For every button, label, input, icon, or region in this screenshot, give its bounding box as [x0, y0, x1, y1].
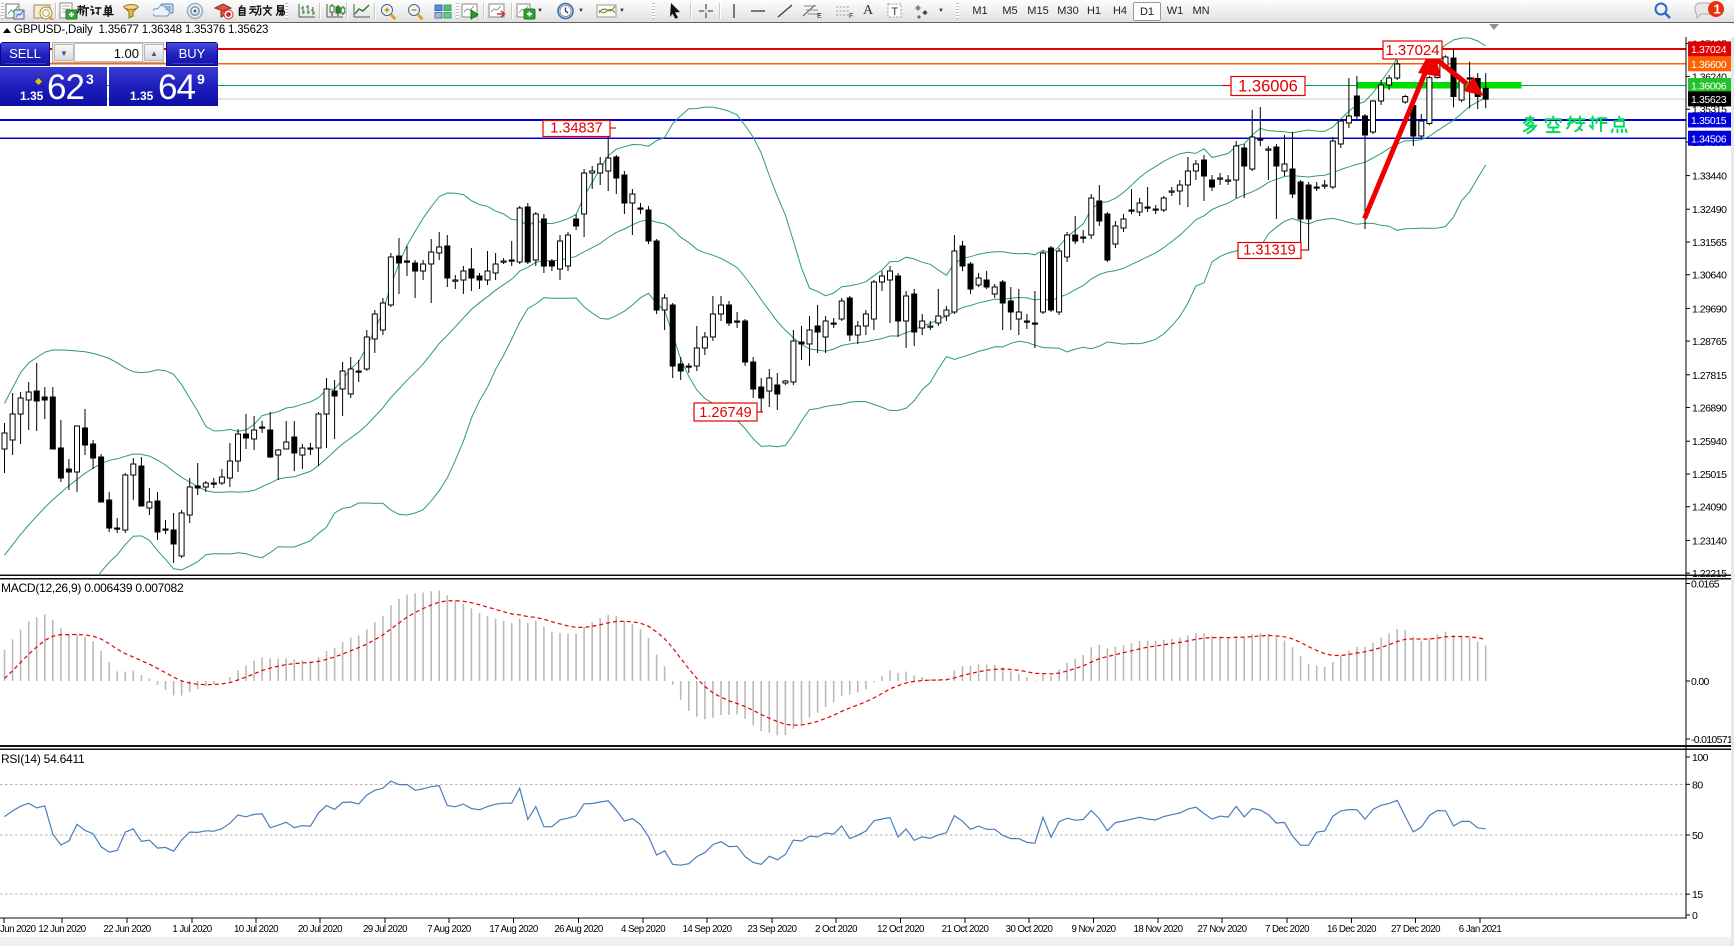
svg-text:1 Jul 2020: 1 Jul 2020 — [172, 924, 212, 935]
svg-text:1.23140: 1.23140 — [1692, 535, 1727, 547]
svg-text:Jun 2020: Jun 2020 — [0, 924, 37, 935]
svg-text:-0.010571: -0.010571 — [1691, 734, 1733, 746]
svg-text:E: E — [817, 13, 822, 20]
svg-text:1.28765: 1.28765 — [1692, 336, 1727, 348]
svg-text:7 Dec 2020: 7 Dec 2020 — [1265, 924, 1310, 935]
svg-text:1: 1 — [1714, 2, 1721, 17]
svg-text:0.0165: 0.0165 — [1691, 579, 1720, 591]
svg-text:30 Oct 2020: 30 Oct 2020 — [1006, 924, 1054, 935]
svg-text:1.22215: 1.22215 — [1692, 568, 1727, 580]
svg-text:23 Sep 2020: 23 Sep 2020 — [748, 924, 798, 935]
svg-text:1.35015: 1.35015 — [1691, 115, 1727, 127]
svg-text:1.26749: 1.26749 — [699, 405, 751, 421]
svg-text:12 Jun 2020: 12 Jun 2020 — [38, 924, 86, 935]
svg-text:27 Dec 2020: 27 Dec 2020 — [1391, 924, 1441, 935]
svg-text:1.24090: 1.24090 — [1692, 502, 1727, 514]
svg-text:6 Jan 2021: 6 Jan 2021 — [1459, 924, 1502, 935]
svg-text:1.34837: 1.34837 — [550, 121, 602, 137]
svg-text:1.29690: 1.29690 — [1692, 303, 1727, 315]
svg-text:15: 15 — [1692, 889, 1703, 901]
svg-text:18 Nov 2020: 18 Nov 2020 — [1134, 924, 1184, 935]
svg-text:1.25015: 1.25015 — [1692, 469, 1727, 481]
svg-text:0.00: 0.00 — [1691, 676, 1709, 688]
svg-text:17 Aug 2020: 17 Aug 2020 — [489, 924, 539, 935]
svg-text:1.37024: 1.37024 — [1385, 42, 1439, 59]
svg-text:29 Jul 2020: 29 Jul 2020 — [363, 924, 408, 935]
svg-text:1.31319: 1.31319 — [1243, 243, 1295, 259]
svg-text:9 Nov 2020: 9 Nov 2020 — [1071, 924, 1116, 935]
svg-text:50: 50 — [1692, 830, 1703, 842]
svg-text:10 Jul 2020: 10 Jul 2020 — [234, 924, 279, 935]
svg-text:1.34506: 1.34506 — [1691, 133, 1727, 145]
svg-text:1.25940: 1.25940 — [1692, 436, 1727, 448]
svg-text:7 Aug 2020: 7 Aug 2020 — [427, 924, 472, 935]
svg-text:T: T — [891, 6, 898, 18]
svg-text:1.27815: 1.27815 — [1692, 370, 1727, 382]
svg-text:1.33440: 1.33440 — [1692, 171, 1727, 183]
svg-text:1.32490: 1.32490 — [1692, 204, 1727, 216]
svg-text:1.37024: 1.37024 — [1691, 44, 1727, 56]
svg-text:100: 100 — [1692, 752, 1709, 764]
svg-text:80: 80 — [1692, 779, 1703, 791]
svg-text:4 Sep 2020: 4 Sep 2020 — [621, 924, 666, 935]
svg-text:0: 0 — [1692, 910, 1698, 922]
svg-text:20 Jul 2020: 20 Jul 2020 — [298, 924, 343, 935]
svg-text:12 Oct 2020: 12 Oct 2020 — [877, 924, 925, 935]
svg-text:14 Sep 2020: 14 Sep 2020 — [683, 924, 733, 935]
svg-text:1.36006: 1.36006 — [1691, 81, 1727, 93]
svg-text:2 Oct 2020: 2 Oct 2020 — [815, 924, 858, 935]
svg-text:1.36006: 1.36006 — [1238, 78, 1298, 96]
svg-text:22 Jun 2020: 22 Jun 2020 — [103, 924, 151, 935]
svg-text:1.30640: 1.30640 — [1692, 270, 1727, 282]
svg-text:1.35623: 1.35623 — [1691, 94, 1727, 106]
svg-text:MACD(12,26,9) 0.006439 0.00708: MACD(12,26,9) 0.006439 0.007082 — [1, 581, 184, 595]
svg-text:1.26890: 1.26890 — [1692, 403, 1727, 415]
svg-text:1.31565: 1.31565 — [1692, 237, 1727, 249]
svg-text:16 Dec 2020: 16 Dec 2020 — [1327, 924, 1377, 935]
svg-text:1.36600: 1.36600 — [1691, 59, 1727, 71]
svg-text:RSI(14) 54.6411: RSI(14) 54.6411 — [1, 752, 85, 766]
svg-text:21 Oct 2020: 21 Oct 2020 — [942, 924, 990, 935]
svg-text:F: F — [849, 13, 853, 20]
svg-text:26 Aug 2020: 26 Aug 2020 — [554, 924, 604, 935]
svg-text:27 Nov 2020: 27 Nov 2020 — [1198, 924, 1248, 935]
